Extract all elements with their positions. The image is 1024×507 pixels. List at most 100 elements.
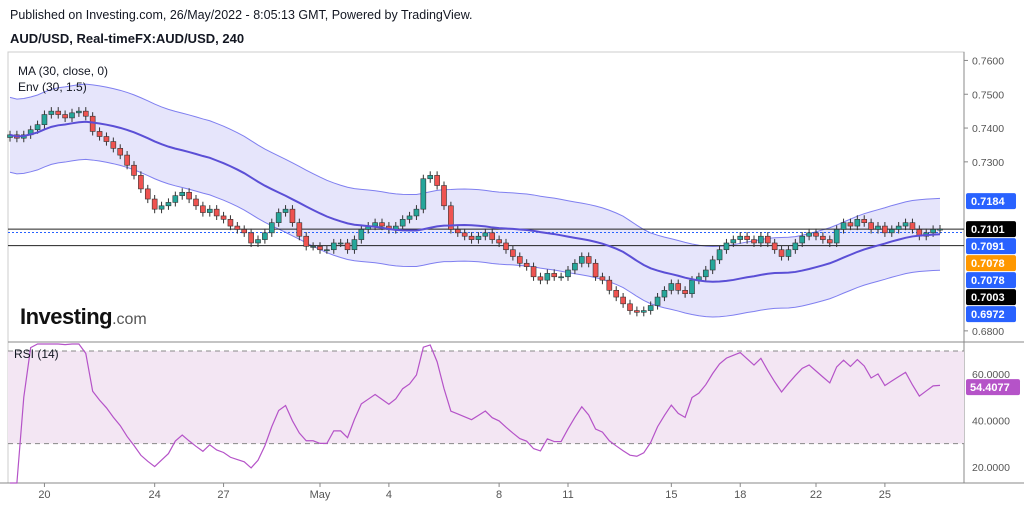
candle-body bbox=[572, 262, 578, 271]
candle-body bbox=[151, 198, 158, 210]
candle-body bbox=[599, 276, 606, 281]
rsi-tick-label: 40.0000 bbox=[972, 415, 1010, 427]
ma-indicator-label[interactable]: MA (30, close, 0) bbox=[18, 64, 108, 78]
investing-logo: Investing.com bbox=[20, 304, 147, 330]
candle-body bbox=[220, 215, 227, 220]
candle-body bbox=[282, 208, 289, 213]
candle-body bbox=[406, 215, 413, 220]
candle-body bbox=[399, 219, 406, 227]
price-tick-label: 0.7600 bbox=[972, 55, 1004, 67]
candle-body bbox=[888, 229, 895, 234]
candle-body bbox=[489, 232, 496, 240]
candle-body bbox=[620, 296, 626, 305]
time-tick-label: 15 bbox=[665, 489, 677, 501]
candle-body bbox=[771, 242, 778, 251]
ma-line bbox=[9, 120, 941, 283]
candle-body bbox=[172, 195, 179, 203]
candle-body bbox=[324, 249, 330, 252]
candle-body bbox=[213, 208, 220, 217]
candle-body bbox=[833, 229, 840, 244]
candle-body bbox=[751, 239, 757, 244]
time-tick-label: 20 bbox=[38, 489, 50, 501]
candle-body bbox=[764, 235, 771, 244]
candle-body bbox=[544, 273, 551, 281]
candle-body bbox=[806, 232, 812, 237]
envelope-bands bbox=[8, 83, 964, 318]
candle-body bbox=[117, 148, 124, 156]
price-tag-label: 0.7101 bbox=[971, 224, 1005, 236]
candle-body bbox=[668, 283, 675, 291]
candle-body bbox=[262, 232, 268, 240]
price-tag bbox=[966, 238, 1016, 255]
candle-body bbox=[330, 242, 337, 251]
candle-body bbox=[606, 279, 613, 291]
rsi-indicator-label[interactable]: RSI (14) bbox=[14, 347, 59, 361]
price-tag-label: 0.7078 bbox=[971, 275, 1005, 287]
logo-suffix: .com bbox=[112, 311, 147, 328]
price-tag-label: 0.7184 bbox=[971, 196, 1006, 208]
symbol-title: AUD/USD, Real-timeFX:AUD/USD, 240 bbox=[10, 31, 245, 46]
candle-body bbox=[654, 296, 661, 306]
candle-body bbox=[475, 235, 482, 240]
candle-body bbox=[317, 246, 323, 251]
env-indicator-label[interactable]: Env (30, 1.5) bbox=[18, 80, 87, 94]
candle-body bbox=[434, 175, 440, 186]
candle-body bbox=[255, 239, 261, 244]
candle-body bbox=[634, 310, 640, 313]
candle-body bbox=[165, 202, 172, 207]
candle-body bbox=[937, 228, 943, 231]
candle-body bbox=[875, 225, 881, 230]
rsi-tick-label: 20.0000 bbox=[972, 462, 1010, 474]
candle-body bbox=[89, 115, 96, 132]
candle-body bbox=[413, 208, 420, 217]
candle-body bbox=[661, 289, 668, 298]
candle-body bbox=[448, 205, 454, 230]
rsi-value-tag bbox=[966, 379, 1020, 396]
candle-body bbox=[627, 303, 633, 311]
envelope-upper-line bbox=[9, 83, 941, 248]
candle-body bbox=[193, 198, 199, 207]
candle-body bbox=[647, 305, 654, 311]
time-tick-label: 8 bbox=[496, 489, 502, 501]
candle-body bbox=[854, 219, 861, 227]
price-tick-label: 0.6800 bbox=[972, 326, 1004, 338]
candle-body bbox=[234, 225, 241, 230]
candle-body bbox=[82, 110, 89, 117]
candle-body bbox=[454, 229, 461, 234]
candle-body bbox=[96, 131, 103, 137]
candle-body bbox=[689, 279, 695, 294]
candle-body bbox=[69, 112, 75, 119]
candle-body bbox=[523, 262, 530, 267]
candle-body bbox=[496, 239, 502, 244]
candle-body bbox=[34, 124, 41, 131]
candle-body bbox=[820, 235, 826, 240]
price-tick-label: 0.7400 bbox=[972, 123, 1004, 135]
price-tick-label: 0.7300 bbox=[972, 157, 1004, 169]
candle-body bbox=[206, 208, 213, 213]
price-tag bbox=[966, 255, 1016, 272]
candle-body bbox=[516, 256, 523, 264]
candle-body bbox=[351, 239, 358, 251]
rsi-band-fill bbox=[8, 350, 964, 444]
candle-body bbox=[124, 154, 130, 166]
candle-body bbox=[558, 276, 564, 279]
price-pane[interactable] bbox=[7, 83, 965, 318]
candle-body bbox=[131, 164, 137, 176]
time-tick-label: 4 bbox=[386, 489, 392, 501]
rsi-pane[interactable] bbox=[8, 343, 964, 484]
candle-body bbox=[186, 191, 192, 200]
published-caption: Published on Investing.com, 26/May/2022 … bbox=[10, 8, 473, 22]
price-tag-label: 0.7091 bbox=[971, 241, 1005, 253]
candle-body bbox=[200, 205, 206, 213]
candle-body bbox=[248, 232, 254, 244]
candle-body bbox=[737, 235, 744, 240]
candle-body bbox=[882, 225, 888, 234]
candle-body bbox=[799, 235, 806, 244]
price-tag bbox=[966, 289, 1016, 306]
price-tag-label: 0.7003 bbox=[971, 292, 1005, 304]
candle-body bbox=[930, 229, 936, 234]
candle-body bbox=[427, 175, 434, 180]
candle-body bbox=[179, 191, 186, 196]
candle-body bbox=[716, 249, 723, 261]
